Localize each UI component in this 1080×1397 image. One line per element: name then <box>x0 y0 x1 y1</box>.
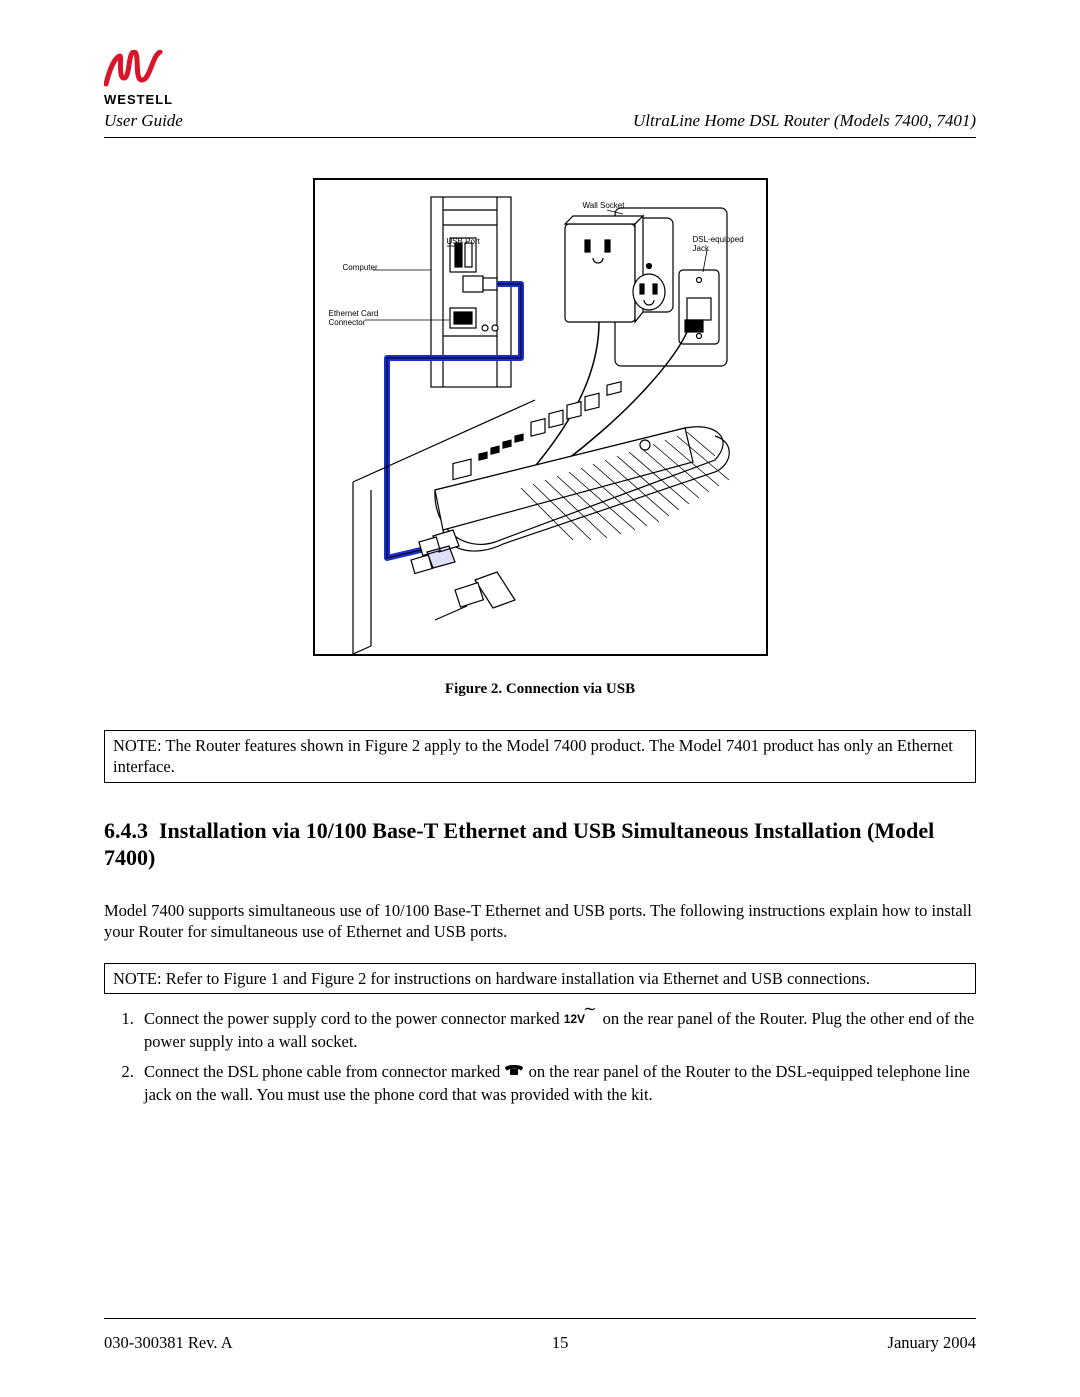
footer-rule <box>104 1318 976 1319</box>
step-2: Connect the DSL phone cable from connect… <box>138 1061 976 1107</box>
footer-right: January 2004 <box>888 1333 976 1353</box>
figure-caption: Figure 2. Connection via USB <box>104 681 976 698</box>
label-computer: Computer <box>343 264 378 273</box>
section-title: Installation via 10/100 Base-T Ethernet … <box>104 818 934 871</box>
doc-subtitle: User Guide <box>104 111 183 131</box>
product-title: UltraLine Home DSL Router (Models 7400, … <box>633 111 976 131</box>
ac-tilde-icon: ∼ <box>583 1001 596 1018</box>
section-number: 6.4.3 <box>104 818 148 843</box>
footer-left: 030-300381 Rev. A <box>104 1333 233 1353</box>
note-box-2: NOTE: Refer to Figure 1 and Figure 2 for… <box>104 963 976 994</box>
brand-name: WESTELL <box>104 92 173 107</box>
note-box-1: NOTE: The Router features shown in Figur… <box>104 730 976 783</box>
page-footer: 030-300381 Rev. A 15 January 2004 <box>104 1333 976 1353</box>
header-rule <box>104 137 976 138</box>
step-2a: Connect the DSL phone cable from connect… <box>144 1062 504 1081</box>
installation-steps: Connect the power supply cord to the pow… <box>104 1008 976 1106</box>
label-usb-port: USB Port <box>447 238 480 247</box>
westell-logo-icon <box>104 50 164 90</box>
note-2-text: NOTE: Refer to Figure 1 and Figure 2 for… <box>113 969 870 988</box>
footer-page-number: 15 <box>552 1333 569 1353</box>
figure-wrapper: Computer USB Port Ethernet Card Connecto… <box>104 178 976 698</box>
power-label-icon: 12V <box>564 1012 585 1026</box>
section-heading: 6.4.3 Installation via 10/100 Base-T Eth… <box>104 817 976 872</box>
intro-paragraph: Model 7400 supports simultaneous use of … <box>104 900 976 943</box>
step-1a: Connect the power supply cord to the pow… <box>144 1009 564 1028</box>
page-header: WESTELL User Guide UltraLine Home DSL Ro… <box>104 50 976 131</box>
note-1-text: NOTE: The Router features shown in Figur… <box>113 736 953 776</box>
connection-diagram: Computer USB Port Ethernet Card Connecto… <box>313 178 768 656</box>
step-1: Connect the power supply cord to the pow… <box>138 1008 976 1053</box>
label-ethernet-card: Ethernet Card Connector <box>329 310 379 328</box>
brand-block: WESTELL User Guide <box>104 50 183 131</box>
label-dsl-jack: DSL-equipped Jack <box>693 236 744 254</box>
label-wall-socket: Wall Socket <box>583 202 625 211</box>
phone-icon <box>504 1060 524 1082</box>
